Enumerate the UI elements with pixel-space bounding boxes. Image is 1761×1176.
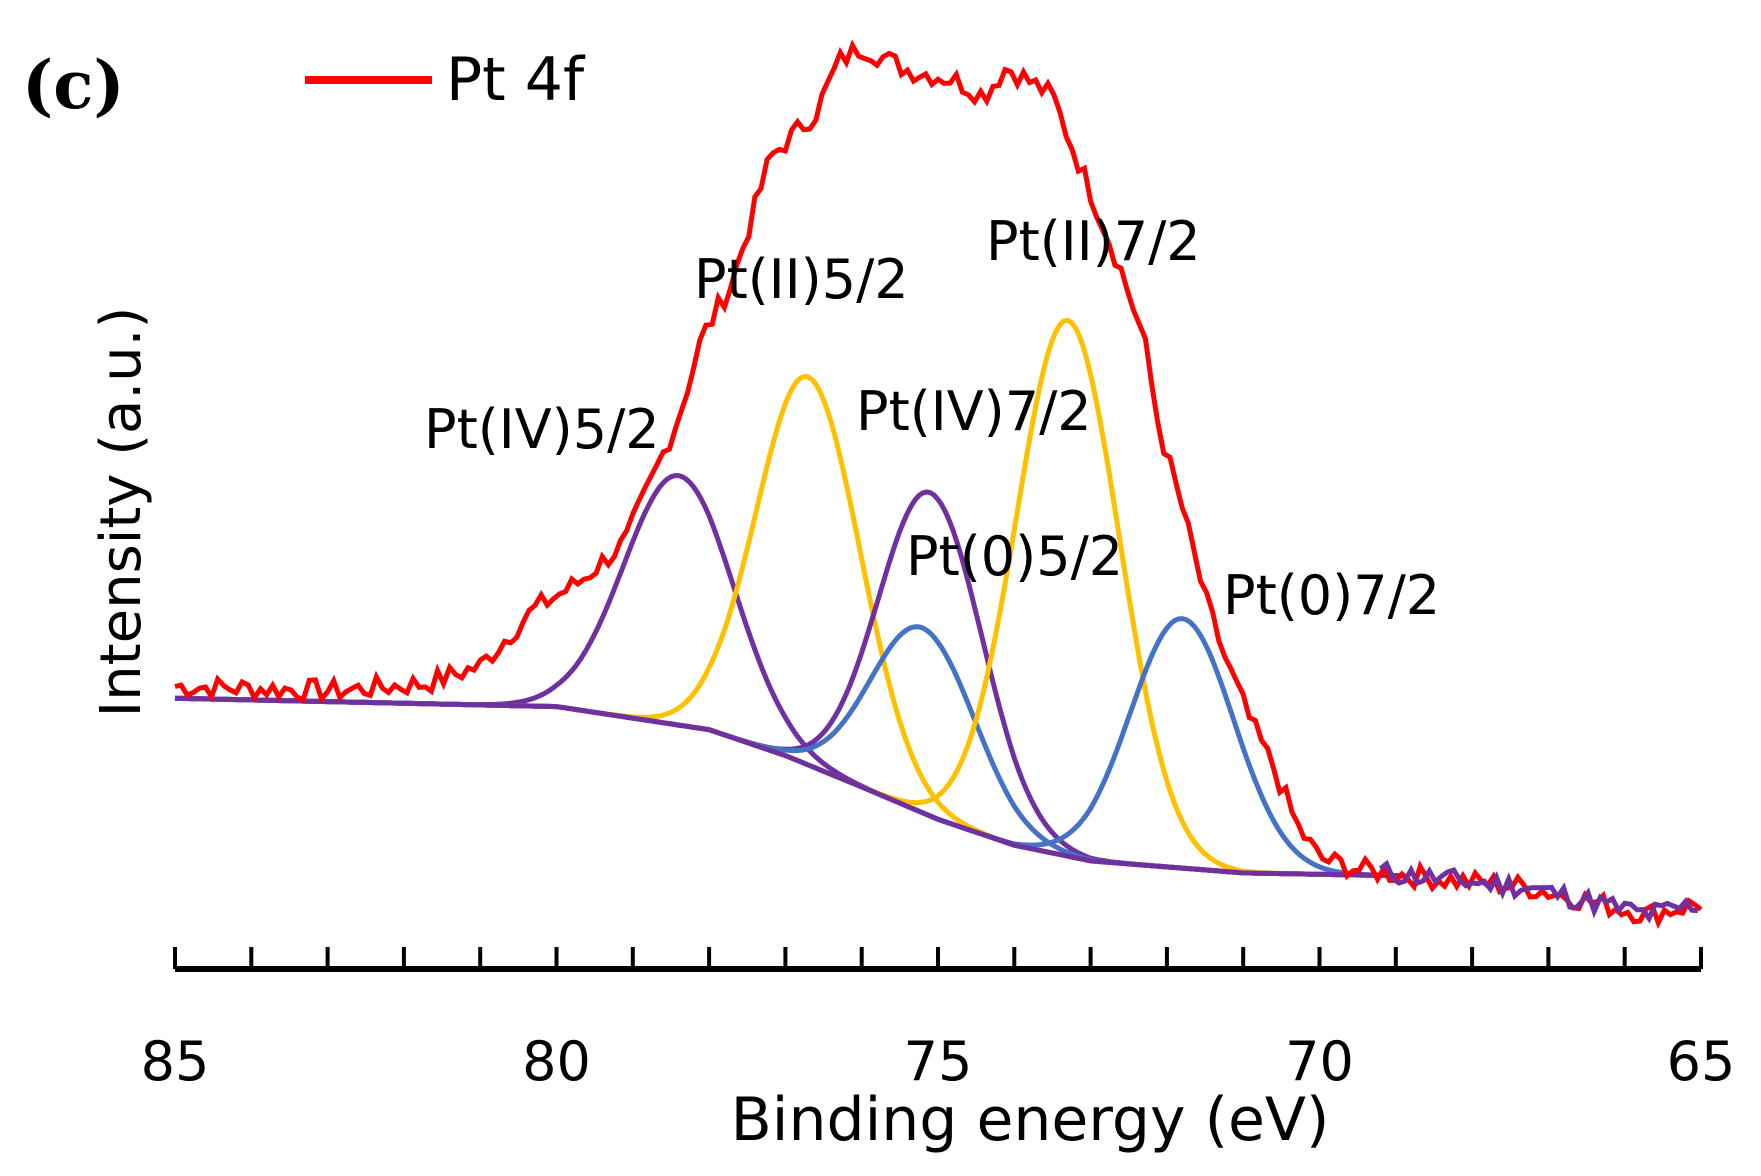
x-tick-label: 80	[522, 1030, 591, 1093]
background-tail	[1378, 859, 1699, 924]
x-tick-label: 65	[1667, 1030, 1736, 1093]
x-axis-label: Binding energy (eV)	[731, 1085, 1330, 1155]
y-axis-label: Intensity (a.u.)	[89, 307, 154, 718]
component-curve-4	[174, 317, 1404, 879]
series-pt-4f	[174, 39, 1703, 930]
peak-label: Pt(II)5/2	[694, 248, 909, 311]
plot-area	[174, 39, 1703, 930]
legend-label: Pt 4f	[446, 45, 586, 115]
component-curve-3	[174, 624, 1404, 879]
x-axis: 85 80 75 70 65	[141, 947, 1736, 1093]
peak-label: Pt(0)5/2	[906, 525, 1123, 588]
x-tick-label: 75	[904, 1030, 973, 1093]
panel-label: (c)	[22, 46, 125, 124]
peak-label: Pt(II)7/2	[986, 210, 1201, 273]
peak-label: Pt(IV)5/2	[424, 398, 660, 461]
x-tick-label: 85	[141, 1030, 210, 1093]
peak-label: Pt(IV)7/2	[856, 380, 1092, 443]
background-curve	[174, 695, 1404, 879]
component-curve-1	[174, 373, 1404, 879]
peak-label: Pt(0)7/2	[1223, 564, 1440, 627]
x-tick-label: 70	[1285, 1030, 1354, 1093]
